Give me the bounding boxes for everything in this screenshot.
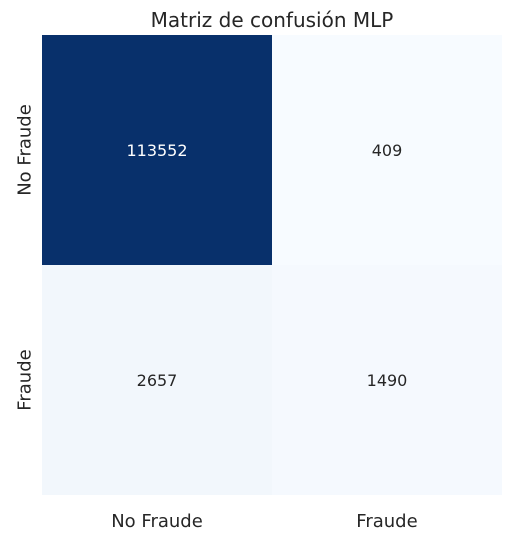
x-tick-label-1: Fraude	[356, 511, 417, 532]
cell-value-label-r0-c0: 113552	[126, 141, 187, 160]
heatmap-cell-r1-c1	[272, 265, 502, 495]
x-axis-tick-labels: No Fraude Fraude	[111, 511, 417, 532]
x-tick-label-0: No Fraude	[111, 511, 203, 532]
heatmap-cell-r0-c0	[42, 35, 272, 265]
y-tick-label-0: No Fraude	[15, 104, 36, 196]
chart-title: Matriz de confusión MLP	[151, 8, 394, 32]
heatmap-cell-r0-c1	[272, 35, 502, 265]
cell-value-label-r0-c1: 409	[372, 141, 403, 160]
heatmap-cells	[42, 35, 502, 495]
cell-value-label-r1-c0: 2657	[137, 371, 178, 390]
cell-value-labels: 113552 409 2657 1490	[126, 141, 407, 390]
heatmap-cell-r1-c0	[42, 265, 272, 495]
y-axis-tick-labels: No Fraude Fraude	[15, 104, 36, 410]
y-tick-label-1: Fraude	[15, 349, 36, 410]
cell-value-label-r1-c1: 1490	[367, 371, 408, 390]
